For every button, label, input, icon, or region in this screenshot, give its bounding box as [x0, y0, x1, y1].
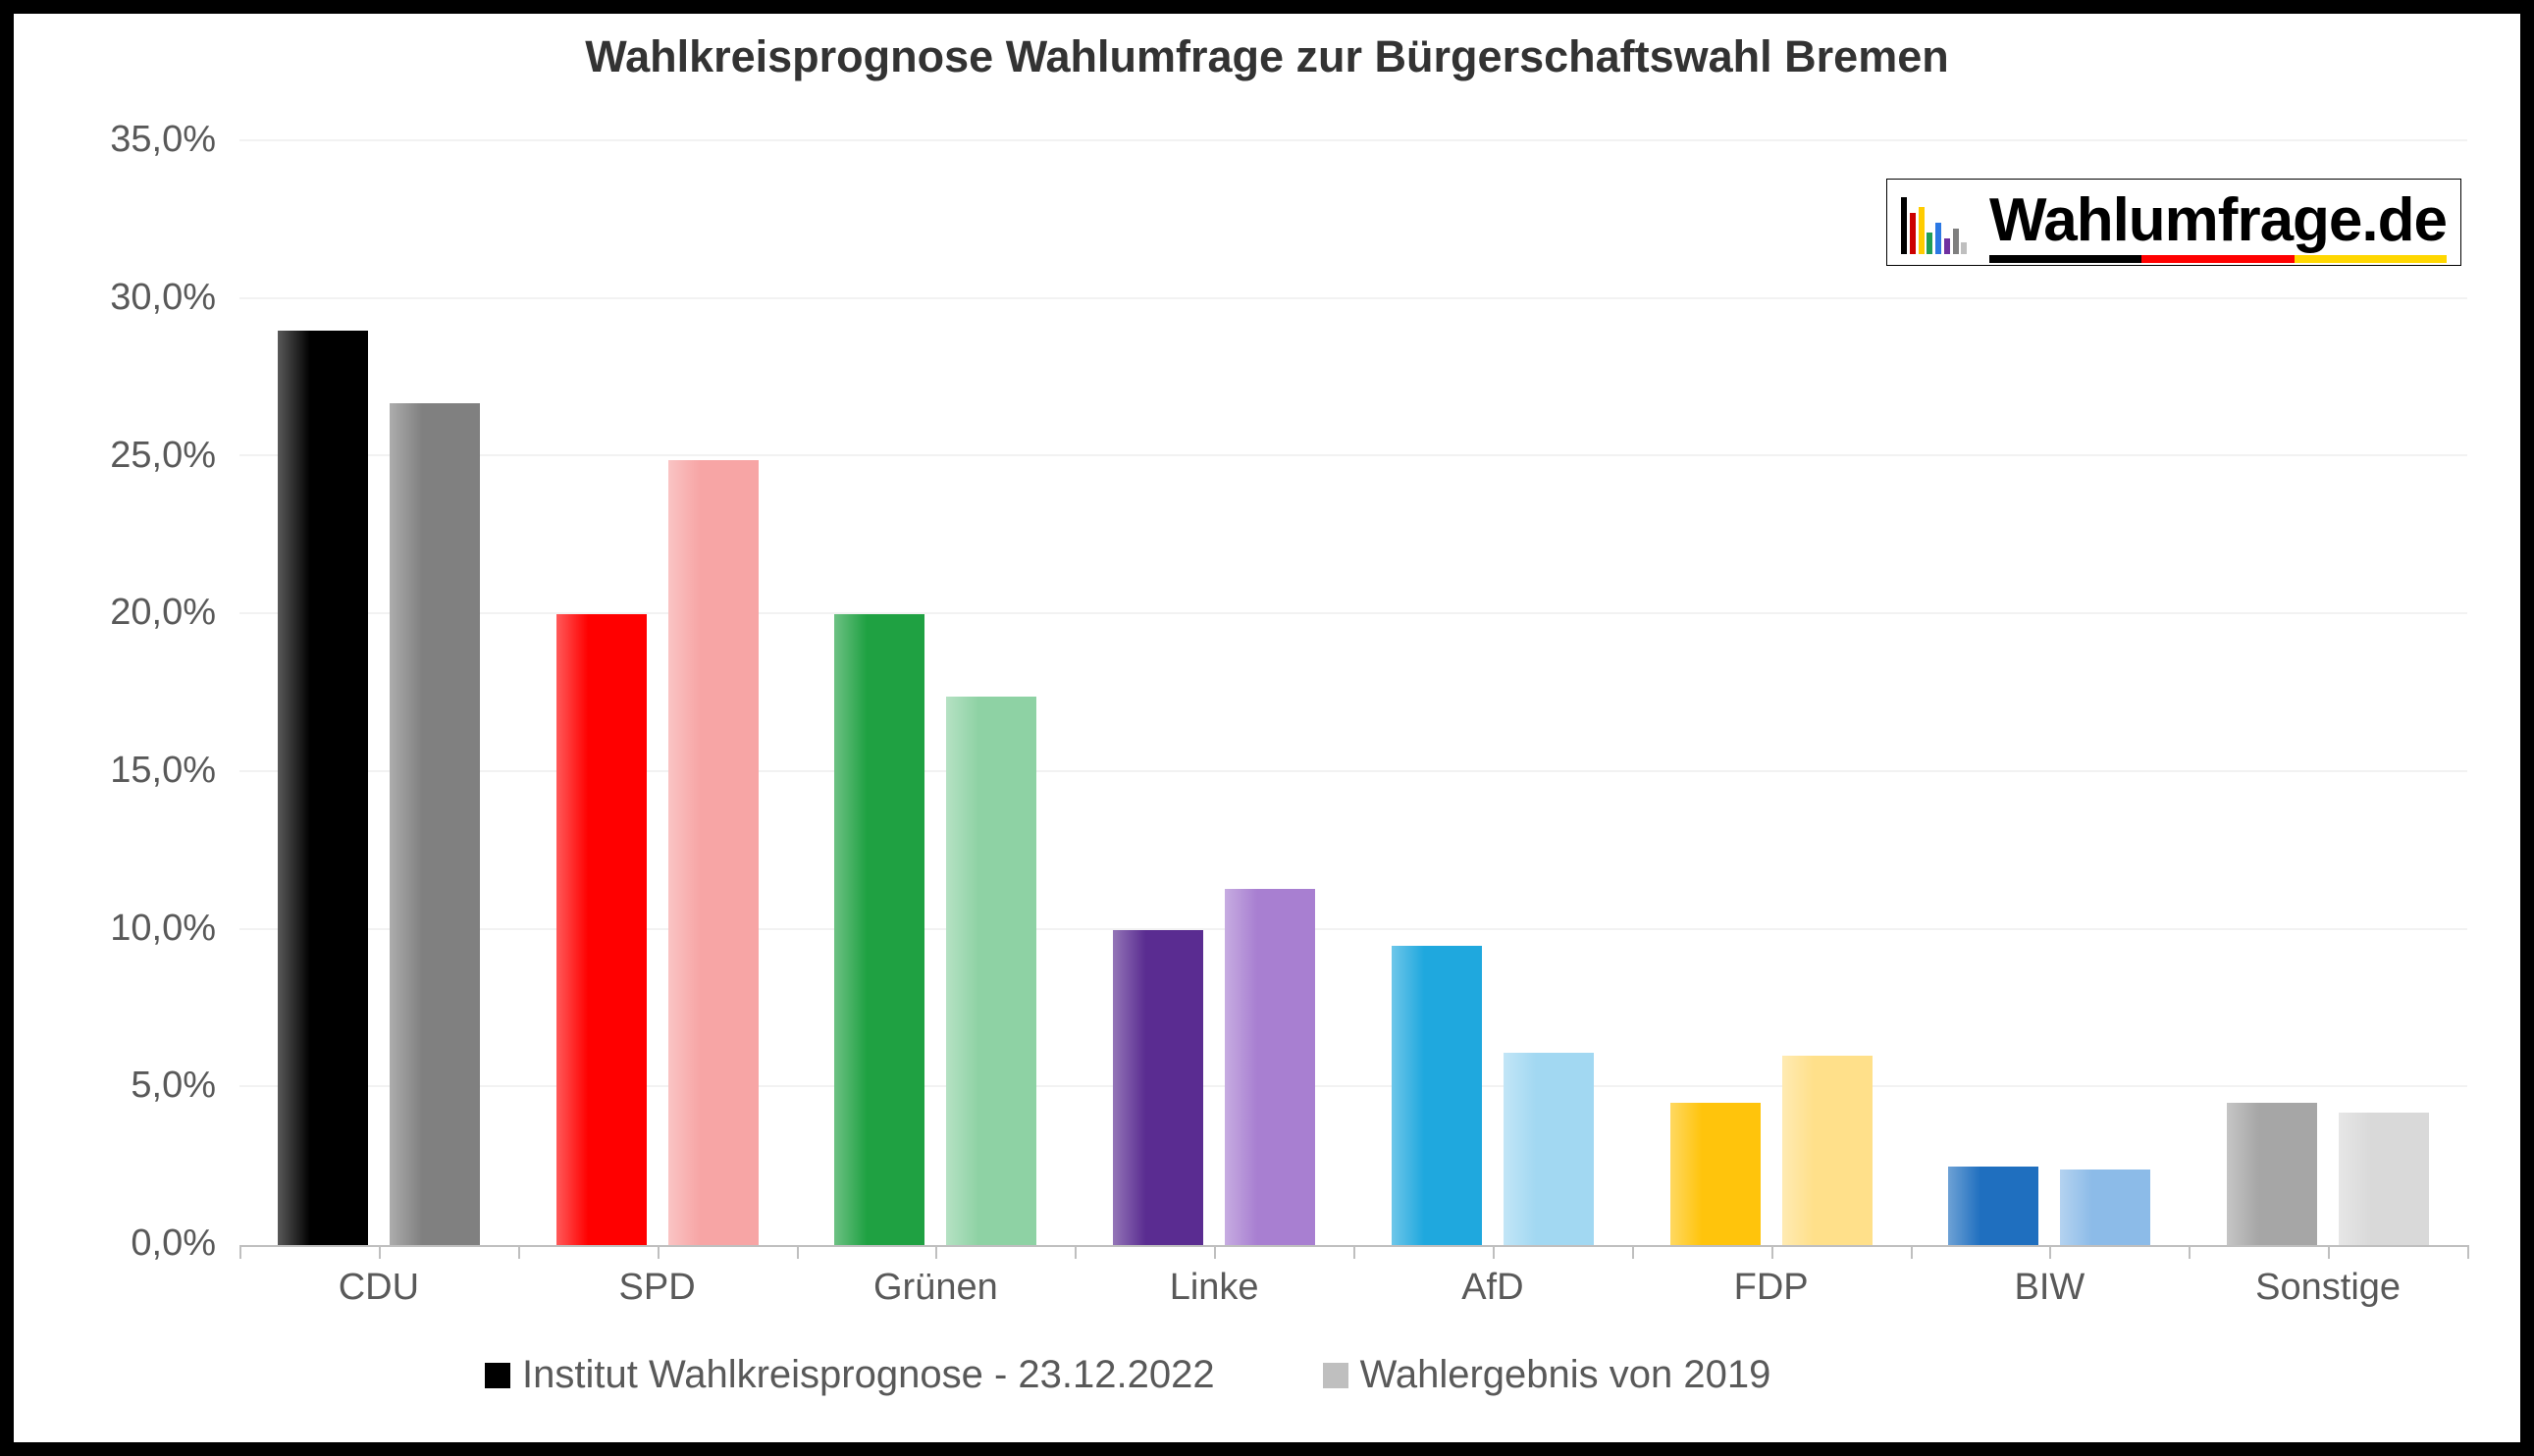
bar [834, 614, 924, 1245]
x-tick-mark [2049, 1245, 2051, 1259]
x-boundary-tick [1911, 1245, 1913, 1259]
bar [556, 614, 647, 1245]
x-boundary-tick [239, 1245, 241, 1259]
x-tick-label: SPD [518, 1267, 797, 1309]
y-tick-label: 25,0% [14, 435, 216, 477]
watermark-logo-bar [1901, 197, 1907, 254]
bar [2227, 1103, 2317, 1245]
y-tick-label: 5,0% [14, 1065, 216, 1107]
x-boundary-tick [1632, 1245, 1634, 1259]
x-tick-label: AfD [1353, 1267, 1632, 1309]
chart-legend: Institut Wahlkreisprognose - 23.12.2022 W… [485, 1353, 1770, 1397]
x-tick-mark [1214, 1245, 1216, 1259]
watermark-badge: Wahlumfrage.de [1886, 179, 2461, 266]
x-tick-mark [379, 1245, 381, 1259]
y-tick-label: 30,0% [14, 277, 216, 319]
watermark-underline-segment [2295, 255, 2447, 263]
x-tick-mark [935, 1245, 937, 1259]
bar [946, 697, 1036, 1245]
y-tick-label: 0,0% [14, 1222, 216, 1265]
x-tick-label: Grünen [797, 1267, 1076, 1309]
bar [1782, 1056, 1873, 1245]
watermark-logo-bar [1919, 207, 1925, 254]
watermark-logo-bar [1927, 233, 1932, 254]
legend-label: Institut Wahlkreisprognose - 23.12.2022 [522, 1353, 1215, 1397]
bar [390, 403, 480, 1245]
plot-area [239, 141, 2467, 1247]
watermark-logo-bar [1961, 242, 1967, 254]
y-tick-label: 35,0% [14, 119, 216, 161]
x-tick-label: BIW [1911, 1267, 2190, 1309]
bar [1113, 930, 1203, 1245]
legend-item: Wahlergebnis von 2019 [1323, 1353, 1771, 1397]
x-tick-label: CDU [239, 1267, 518, 1309]
watermark-logo-bar [1910, 213, 1916, 254]
watermark-logo-bar [1935, 223, 1941, 254]
bar [2060, 1170, 2150, 1245]
x-boundary-tick [2189, 1245, 2191, 1259]
bar [1392, 946, 1482, 1245]
bar [1225, 889, 1315, 1245]
grid-line [239, 139, 2467, 141]
x-tick-mark [2328, 1245, 2330, 1259]
bar [2339, 1113, 2429, 1245]
bar [278, 331, 368, 1245]
chart-title: Wahlkreisprognose Wahlumfrage zur Bürger… [14, 31, 2520, 82]
legend-swatch [1323, 1363, 1348, 1388]
x-boundary-tick [1075, 1245, 1077, 1259]
x-tick-mark [1493, 1245, 1495, 1259]
chart-frame: Wahlkreisprognose Wahlumfrage zur Bürger… [0, 0, 2534, 1456]
watermark-logo-bar [1944, 238, 1950, 254]
x-tick-label: FDP [1632, 1267, 1911, 1309]
watermark-text-wrap: Wahlumfrage.de [1989, 185, 2447, 263]
y-tick-label: 20,0% [14, 592, 216, 634]
grid-line [239, 297, 2467, 299]
legend-label: Wahlergebnis von 2019 [1360, 1353, 1771, 1397]
x-tick-mark [658, 1245, 660, 1259]
watermark-text: Wahlumfrage.de [1989, 185, 2447, 255]
y-tick-label: 15,0% [14, 750, 216, 792]
x-tick-label: Sonstige [2189, 1267, 2467, 1309]
grid-line [239, 454, 2467, 456]
x-tick-label: Linke [1075, 1267, 1353, 1309]
bar [1948, 1167, 2038, 1245]
x-boundary-tick [518, 1245, 520, 1259]
x-boundary-tick [2467, 1245, 2469, 1259]
x-boundary-tick [1353, 1245, 1355, 1259]
watermark-underline-segment [2141, 255, 2294, 263]
y-tick-label: 10,0% [14, 908, 216, 950]
watermark-logo-icon [1901, 195, 1970, 254]
bar [1670, 1103, 1761, 1245]
bar [1504, 1053, 1594, 1245]
bar [668, 460, 759, 1245]
legend-item: Institut Wahlkreisprognose - 23.12.2022 [485, 1353, 1215, 1397]
x-boundary-tick [797, 1245, 799, 1259]
watermark-logo-bar [1953, 229, 1959, 254]
x-tick-mark [1771, 1245, 1773, 1259]
legend-swatch [485, 1363, 510, 1388]
watermark-underline [1989, 255, 2447, 263]
watermark-underline-segment [1989, 255, 2141, 263]
